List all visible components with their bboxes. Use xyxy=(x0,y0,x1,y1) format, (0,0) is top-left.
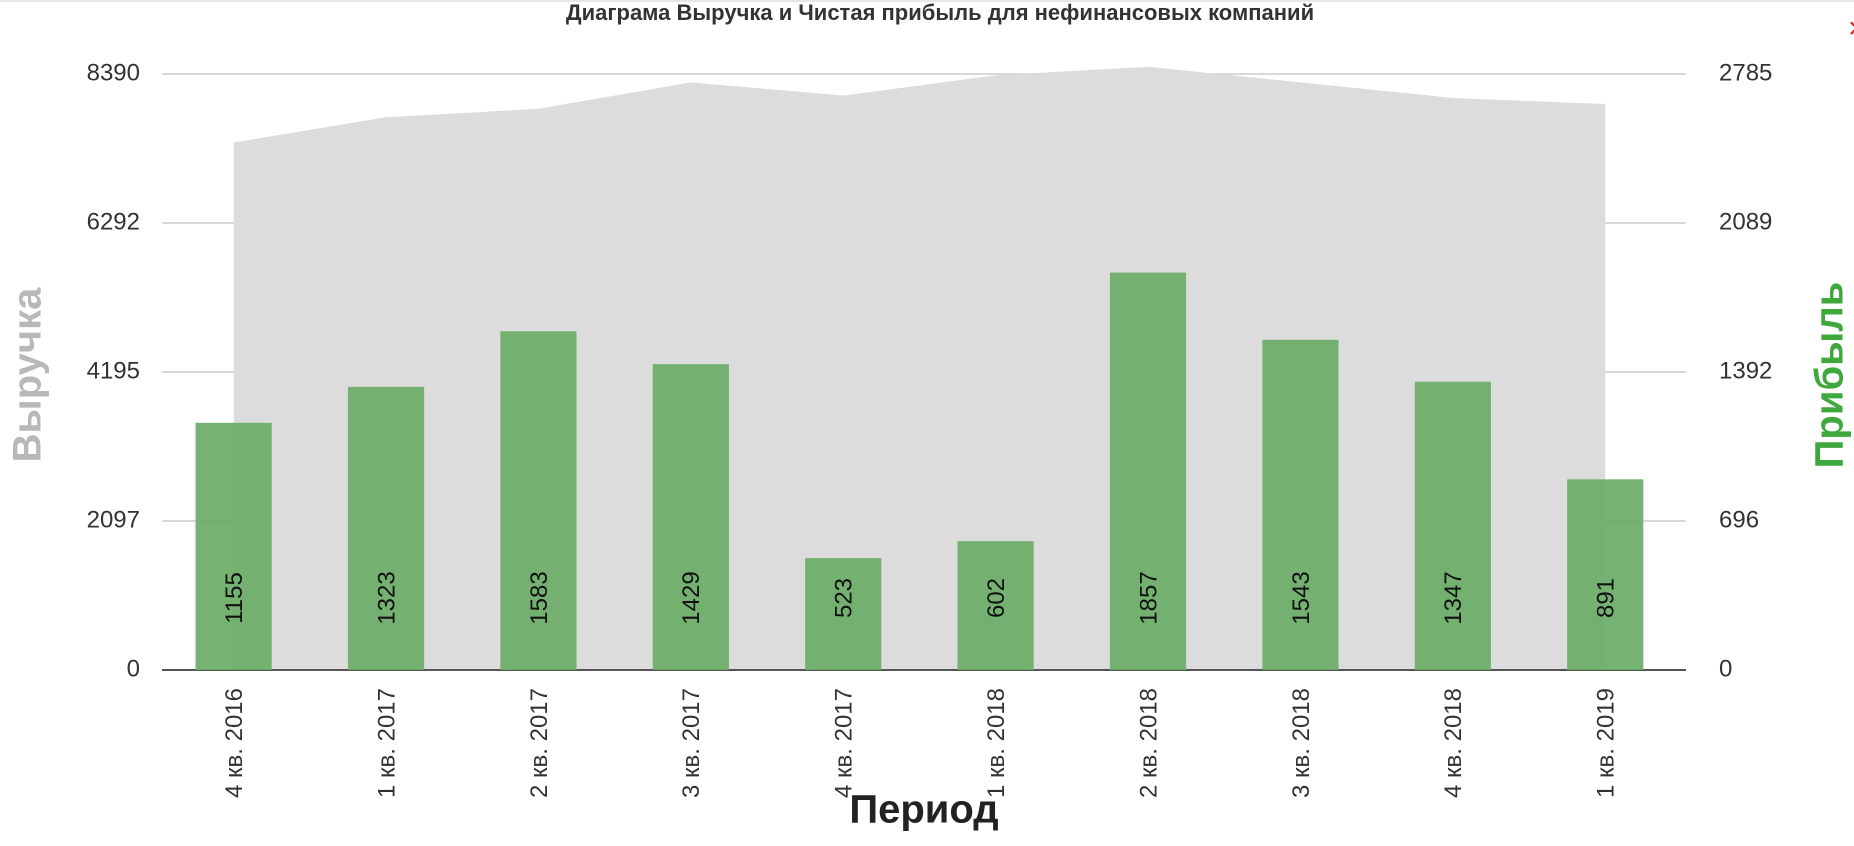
value-label: 1429 xyxy=(678,571,705,624)
bar xyxy=(1414,381,1491,670)
y-axis-title: Выручка xyxy=(6,287,50,462)
y2-tick-label: 1392 xyxy=(1719,357,1772,384)
y2-tick-label: 696 xyxy=(1719,506,1759,533)
y-tick-label: 6292 xyxy=(87,208,140,235)
y-tick-label: 2097 xyxy=(87,506,140,533)
y2-tick-label: 2089 xyxy=(1719,208,1772,235)
y-tick-label: 0 xyxy=(127,655,140,682)
value-label: 891 xyxy=(1593,578,1620,618)
bar xyxy=(652,364,729,670)
bar xyxy=(1567,479,1644,670)
x-tick-label: 3 кв. 2018 xyxy=(1288,688,1315,798)
x-tick-label: 1 кв. 2019 xyxy=(1593,688,1620,798)
y2-tick-label: 0 xyxy=(1719,655,1732,682)
chart-title: Диаграма Выручка и Чистая прибыль для не… xyxy=(566,0,1314,25)
x-tick-label: 1 кв. 2018 xyxy=(983,688,1010,798)
bar xyxy=(957,541,1034,670)
value-label: 1155 xyxy=(221,572,248,624)
y2-axis-title: Прибыль xyxy=(1808,282,1852,469)
x-axis-title: Период xyxy=(849,788,998,832)
value-label: 1323 xyxy=(373,571,400,624)
value-label: 523 xyxy=(831,578,858,618)
bar xyxy=(347,386,425,670)
x-tick-label: 4 кв. 2016 xyxy=(221,688,248,798)
x-tick-label: 2 кв. 2017 xyxy=(526,688,553,798)
y-tick-label: 4195 xyxy=(87,357,140,384)
value-label: 1347 xyxy=(1440,571,1467,624)
x-tick-label: 4 кв. 2017 xyxy=(831,688,858,798)
close-button[interactable]: × xyxy=(1848,12,1854,45)
x-tick-label: 1 кв. 2017 xyxy=(373,688,400,798)
bar xyxy=(195,422,272,670)
value-label: 602 xyxy=(983,578,1010,618)
value-label: 1543 xyxy=(1288,571,1315,624)
y-tick-label: 8390 xyxy=(87,59,140,86)
value-label: 1857 xyxy=(1135,571,1162,624)
x-tick-label: 3 кв. 2017 xyxy=(678,688,705,798)
x-tick-label: 4 кв. 2018 xyxy=(1440,688,1467,798)
value-label: 1583 xyxy=(526,571,553,624)
x-tick-label: 2 кв. 2018 xyxy=(1135,688,1162,798)
bar xyxy=(1109,272,1187,670)
bar xyxy=(1262,339,1339,670)
bar xyxy=(805,558,882,670)
bar xyxy=(500,331,577,670)
y2-tick-label: 2785 xyxy=(1719,59,1772,86)
area xyxy=(233,66,1606,671)
